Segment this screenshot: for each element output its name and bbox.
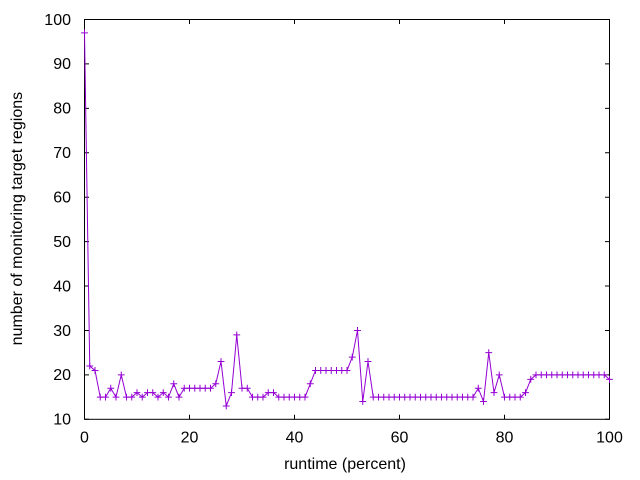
svg-text:50: 50 xyxy=(53,234,71,251)
svg-text:30: 30 xyxy=(53,323,71,340)
svg-text:80: 80 xyxy=(496,430,514,447)
svg-text:60: 60 xyxy=(53,189,71,206)
svg-text:100: 100 xyxy=(596,430,623,447)
svg-text:number of monitoring target re: number of monitoring target regions xyxy=(9,92,26,345)
svg-text:60: 60 xyxy=(391,430,409,447)
svg-text:0: 0 xyxy=(80,430,89,447)
svg-text:10: 10 xyxy=(53,412,71,429)
svg-text:70: 70 xyxy=(53,145,71,162)
svg-text:100: 100 xyxy=(44,12,71,29)
svg-text:20: 20 xyxy=(181,430,199,447)
svg-text:40: 40 xyxy=(286,430,304,447)
svg-text:80: 80 xyxy=(53,101,71,118)
svg-text:40: 40 xyxy=(53,278,71,295)
svg-text:runtime (percent): runtime (percent) xyxy=(284,456,406,473)
svg-text:90: 90 xyxy=(53,56,71,73)
svg-text:20: 20 xyxy=(53,367,71,384)
